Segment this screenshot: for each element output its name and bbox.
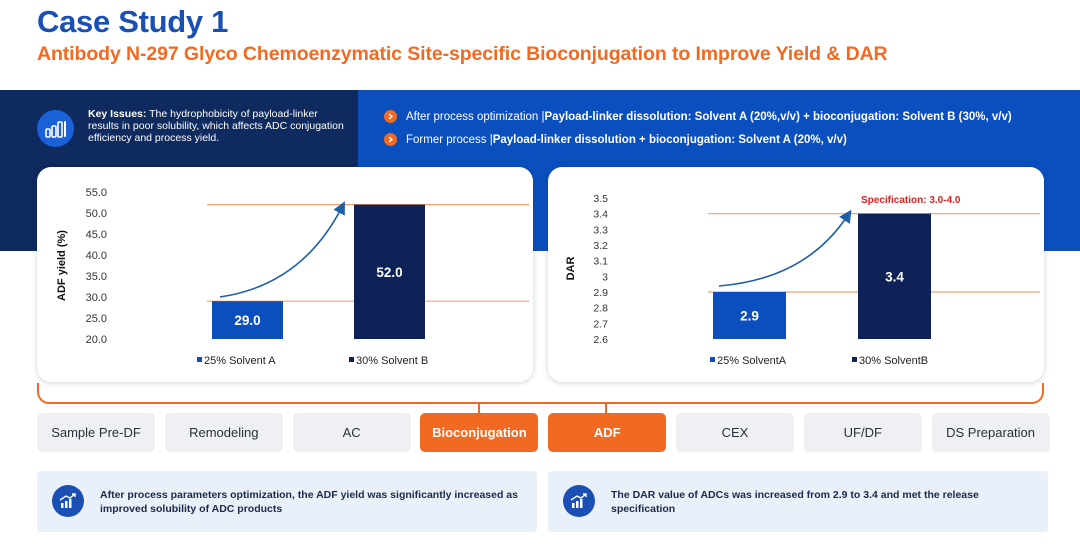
trend-arrow <box>219 201 345 298</box>
dar-chart: 3.5 3.4 3.3 3.2 3.1 3 2.9 2.8 2.7 2.6 DAR 2.9 3.4 25%… <box>565 193 1040 367</box>
specification-annotation: Specification: 3.0-4.0 <box>861 195 961 206</box>
process-optimized: After process optimization | Payload-lin… <box>384 110 1012 123</box>
y-tick-label: 40.0 <box>86 250 107 262</box>
y-tick-label: 3.2 <box>593 240 608 252</box>
y-tick-label: 55.0 <box>86 187 107 199</box>
y-tick-label: 3 <box>602 271 608 283</box>
bracket-stem <box>605 402 607 414</box>
y-tick-label: 45.0 <box>86 229 107 241</box>
y-tick-label: 2.7 <box>593 318 608 330</box>
bar <box>713 292 786 339</box>
legend-label: 25% Solvent A <box>204 355 276 367</box>
growth-chart-icon <box>52 485 84 517</box>
bracket-stem <box>478 402 480 414</box>
legend-swatch <box>852 357 857 362</box>
bar-chart-icon <box>37 110 74 147</box>
chevron-right-icon <box>384 110 397 123</box>
y-tick-label: 25.0 <box>86 313 107 325</box>
y-tick-label: 3.4 <box>593 209 608 221</box>
legend-swatch <box>197 357 202 362</box>
y-tick-label: 30.0 <box>86 292 107 304</box>
process-bracket <box>37 383 1044 404</box>
bar <box>354 204 425 339</box>
legend-label: 30% Solvent B <box>356 355 428 367</box>
process-former: Former process | Payload-linker dissolut… <box>384 133 847 146</box>
page-title: Case Study 1 <box>37 4 229 39</box>
process-former-detail: Payload-linker dissolution + bioconjugat… <box>492 133 847 146</box>
y-tick-label: 3.1 <box>593 256 608 268</box>
y-tick-label: 2.8 <box>593 303 608 315</box>
bar-data-label: 29.0 <box>234 313 260 328</box>
process-step[interactable]: ADF <box>548 413 667 452</box>
y-tick-label: 50.0 <box>86 208 107 220</box>
conclusion-yield: After process parameters optimization, t… <box>37 471 537 532</box>
adf-yield-chart-card: 55.0 50.0 45.0 40.0 35.0 30.0 25.0 20.0 ADF yiel… <box>37 167 533 382</box>
bar <box>858 213 931 339</box>
process-optimized-prefix: After process optimization | <box>406 110 545 123</box>
y-axis-label: ADF yield (%) <box>56 230 68 301</box>
key-issue-label: Key Issues: <box>88 108 147 120</box>
y-tick-label: 3.3 <box>593 224 608 236</box>
legend-swatch <box>349 357 354 362</box>
trend-arrow <box>718 209 852 287</box>
process-optimized-detail: Payload-linker dissolution: Solvent A (2… <box>544 110 1012 123</box>
process-former-prefix: Former process | <box>406 133 493 146</box>
chevron-right-icon <box>384 133 397 146</box>
process-step[interactable]: DS Preparation <box>931 413 1050 452</box>
legend-label: 30% SolventB <box>859 355 928 367</box>
process-step[interactable]: Remodeling <box>164 413 283 452</box>
process-step[interactable]: AC <box>292 413 411 452</box>
conclusion-yield-text: After process parameters optimization, t… <box>100 489 518 515</box>
growth-chart-icon <box>563 485 595 517</box>
key-issue-body: The hydrophobicity of payload-linker res… <box>88 108 344 144</box>
legend-label: 25% SolventA <box>717 355 787 367</box>
conclusion-dar-text: The DAR value of ADCs was increased from… <box>611 489 979 515</box>
process-step[interactable]: Bioconjugation <box>420 413 539 452</box>
bar-data-label: 2.9 <box>740 309 759 324</box>
bar-data-label: 52.0 <box>376 265 402 280</box>
y-tick-label: 35.0 <box>86 271 107 283</box>
key-issue-text: Key Issues: The hydrophobicity of payloa… <box>88 108 350 144</box>
dar-chart-card: 3.5 3.4 3.3 3.2 3.1 3 2.9 2.8 2.7 2.6 DAR 2.9 3.4 25%… <box>548 167 1044 382</box>
conclusion-dar: The DAR value of ADCs was increased from… <box>548 471 1048 532</box>
adf-yield-chart: 55.0 50.0 45.0 40.0 35.0 30.0 25.0 20.0 ADF yiel… <box>56 187 529 367</box>
bar <box>212 301 283 339</box>
process-step[interactable]: Sample Pre-DF <box>37 413 155 452</box>
page-subtitle: Antibody N-297 Glyco Chemoenzymatic Site… <box>37 43 888 65</box>
process-step[interactable]: CEX <box>676 413 794 452</box>
bar-data-label: 3.4 <box>885 269 904 284</box>
y-tick-label: 3.5 <box>593 193 608 205</box>
legend-swatch <box>710 357 715 362</box>
y-tick-label: 2.6 <box>593 334 608 346</box>
process-step[interactable]: UF/DF <box>803 413 922 452</box>
y-tick-label: 20.0 <box>86 334 107 346</box>
y-tick-label: 2.9 <box>593 287 608 299</box>
y-axis-label: DAR <box>565 257 577 281</box>
